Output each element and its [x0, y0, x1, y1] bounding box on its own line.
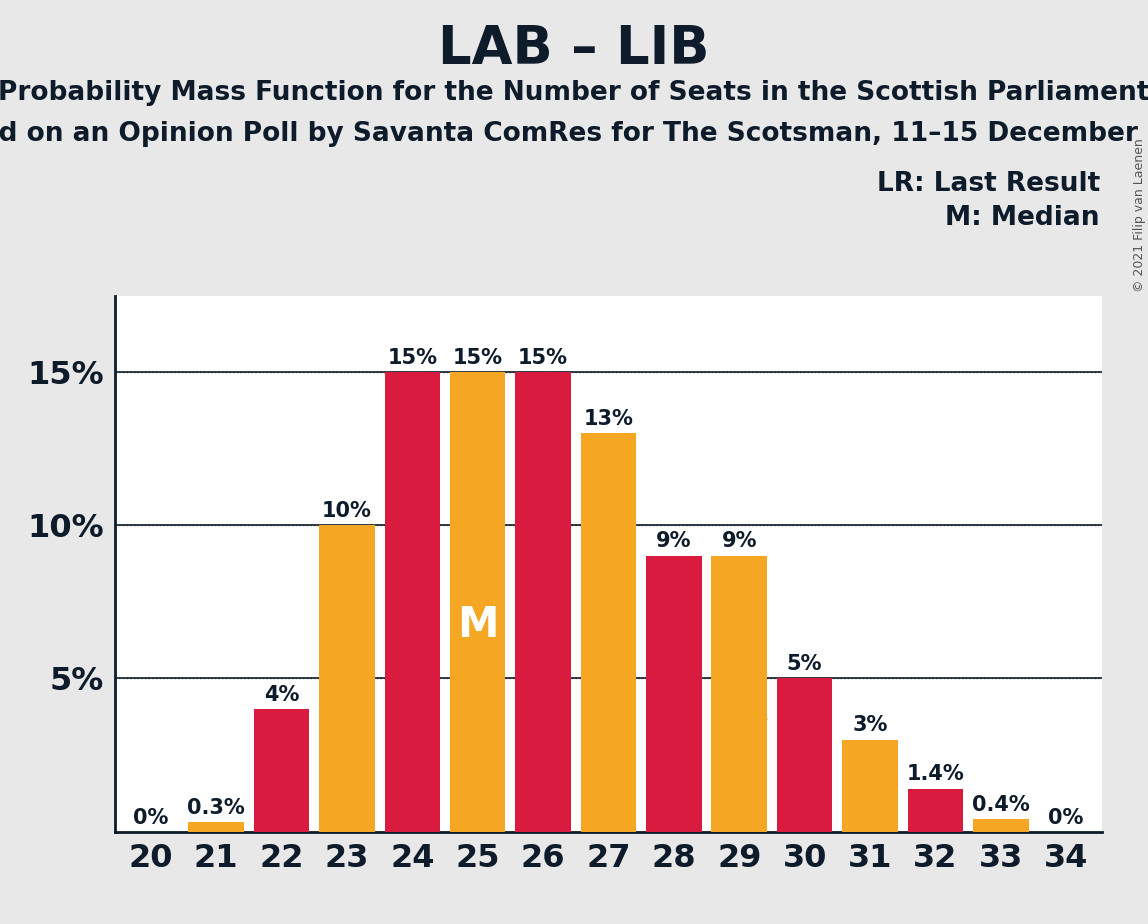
Text: 5%: 5%: [786, 654, 822, 674]
Bar: [254, 709, 309, 832]
Text: 4%: 4%: [264, 685, 300, 704]
Text: 3%: 3%: [852, 715, 887, 736]
Text: 13%: 13%: [583, 409, 634, 429]
Text: LAB – LIB: LAB – LIB: [439, 23, 709, 75]
Text: Based on an Opinion Poll by Savanta ComRes for The Scotsman, 11–15 December 2020: Based on an Opinion Poll by Savanta ComR…: [0, 121, 1148, 147]
Bar: [319, 526, 374, 832]
Text: 9%: 9%: [656, 531, 691, 552]
Bar: [188, 822, 243, 832]
Text: LR: LR: [709, 687, 768, 728]
Text: M: M: [457, 604, 498, 646]
Text: © 2021 Filip van Laenen: © 2021 Filip van Laenen: [1133, 139, 1146, 292]
Text: 9%: 9%: [721, 531, 757, 552]
Text: Probability Mass Function for the Number of Seats in the Scottish Parliament: Probability Mass Function for the Number…: [0, 80, 1148, 106]
Bar: [515, 372, 571, 832]
Bar: [385, 372, 440, 832]
Text: 15%: 15%: [387, 347, 437, 368]
Bar: [777, 678, 832, 832]
Bar: [974, 820, 1029, 832]
Bar: [908, 789, 963, 832]
Text: 0.4%: 0.4%: [972, 795, 1030, 815]
Text: 15%: 15%: [452, 347, 503, 368]
Text: M: Median: M: Median: [945, 205, 1100, 231]
Text: 1.4%: 1.4%: [907, 764, 964, 784]
Text: 0.3%: 0.3%: [187, 797, 245, 818]
Text: 0%: 0%: [1048, 808, 1084, 828]
Text: LR: Last Result: LR: Last Result: [877, 171, 1100, 197]
Bar: [712, 556, 767, 832]
Text: 0%: 0%: [133, 808, 169, 828]
Bar: [581, 433, 636, 832]
Text: 10%: 10%: [321, 501, 372, 521]
Bar: [450, 372, 505, 832]
Text: 15%: 15%: [518, 347, 568, 368]
Bar: [843, 740, 898, 832]
Bar: [646, 556, 701, 832]
